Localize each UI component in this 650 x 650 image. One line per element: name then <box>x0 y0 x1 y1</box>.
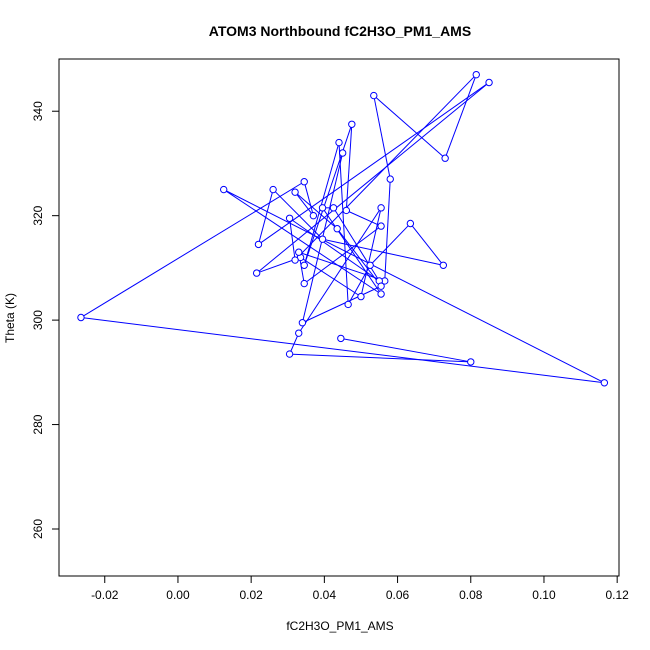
data-point <box>377 290 385 298</box>
data-point <box>370 91 378 100</box>
series-segment <box>300 210 380 331</box>
series-segment <box>323 210 380 292</box>
x-tick-label: 0.00 <box>166 588 190 602</box>
data-point <box>285 214 294 222</box>
data-point <box>439 261 448 269</box>
data-point <box>441 154 449 162</box>
series-segment <box>259 258 298 273</box>
data-point <box>366 261 374 269</box>
data-point <box>386 175 394 183</box>
series-lines <box>83 76 602 383</box>
series-segment <box>371 225 409 264</box>
x-tick-label: 0.02 <box>239 588 263 602</box>
data-point <box>377 204 385 212</box>
plot-frame <box>58 58 620 577</box>
series-segment <box>343 338 468 362</box>
y-tick-label: 280 <box>31 414 45 434</box>
series-segment <box>83 182 302 317</box>
series-points <box>77 70 609 387</box>
data-point <box>291 188 299 196</box>
series-segment <box>226 190 602 382</box>
data-point <box>300 178 308 186</box>
series-segment <box>260 83 487 243</box>
series-segment <box>411 225 442 264</box>
series-segment <box>338 230 380 284</box>
x-axis-label: fC2H3O_PM1_AMS <box>286 619 393 633</box>
series-segment <box>346 127 353 208</box>
series-segment <box>291 219 377 280</box>
data-point <box>254 240 263 249</box>
series-segment <box>375 97 444 157</box>
data-point <box>295 329 303 337</box>
series-segment <box>373 98 391 177</box>
data-point <box>600 379 609 387</box>
y-tick-label: 300 <box>31 310 45 330</box>
data-point <box>338 149 347 157</box>
data-point <box>333 225 341 233</box>
data-point <box>291 256 299 264</box>
data-point <box>467 358 475 366</box>
chart-title: ATOM3 Northbound fC2H3O_PM1_AMS <box>209 23 471 39</box>
y-axis-label: Theta (K) <box>3 293 17 343</box>
series-segment <box>304 184 314 213</box>
y-tick-label: 340 <box>31 101 45 121</box>
data-point <box>344 300 352 309</box>
series-segment <box>226 190 379 293</box>
data-point <box>485 78 493 87</box>
data-point <box>77 313 85 322</box>
series-segment <box>296 194 312 214</box>
series-segment <box>302 258 359 296</box>
series-segment <box>349 211 379 226</box>
data-point <box>252 269 261 277</box>
data-point <box>335 138 343 147</box>
data-point <box>406 219 415 228</box>
data-point <box>348 120 356 128</box>
data-point <box>357 292 365 301</box>
y-axis: 260 280 300 320 340 <box>31 101 59 539</box>
series-segment <box>349 267 369 302</box>
data-point <box>300 261 308 269</box>
x-tick-label: -0.02 <box>91 588 119 602</box>
x-tick-label: 0.10 <box>532 588 556 602</box>
data-point <box>220 185 228 194</box>
series-segment <box>305 287 379 322</box>
data-point <box>329 204 338 212</box>
y-tick-label: 320 <box>31 205 45 225</box>
x-tick-label: 0.08 <box>459 588 483 602</box>
series-segment <box>275 191 321 238</box>
data-point <box>300 279 308 288</box>
x-tick-label: 0.04 <box>313 588 337 602</box>
x-axis: -0.02 0.00 0.02 0.04 0.06 0.08 0.10 0.12 <box>91 576 629 602</box>
y-tick-label: 260 <box>31 519 45 539</box>
series-segment <box>258 84 487 272</box>
series-segment <box>384 182 391 278</box>
series-segment <box>84 317 602 383</box>
data-point <box>377 282 385 290</box>
data-point <box>298 319 307 327</box>
series-segment <box>304 145 339 263</box>
data-point <box>337 334 345 343</box>
series-segment <box>296 76 475 259</box>
x-tick-label: 0.06 <box>386 588 410 602</box>
data-point <box>342 206 351 215</box>
data-point <box>472 70 480 79</box>
data-point <box>309 211 318 220</box>
data-point <box>377 222 385 230</box>
data-point <box>318 204 327 212</box>
x-tick-label: 0.12 <box>605 588 629 602</box>
series-segment <box>292 353 468 363</box>
series-segment <box>297 193 336 228</box>
series-segment <box>289 221 296 257</box>
series-segment <box>445 77 476 156</box>
data-point <box>295 248 303 256</box>
data-point <box>318 235 327 243</box>
data-point <box>269 185 277 194</box>
data-point <box>285 350 294 358</box>
